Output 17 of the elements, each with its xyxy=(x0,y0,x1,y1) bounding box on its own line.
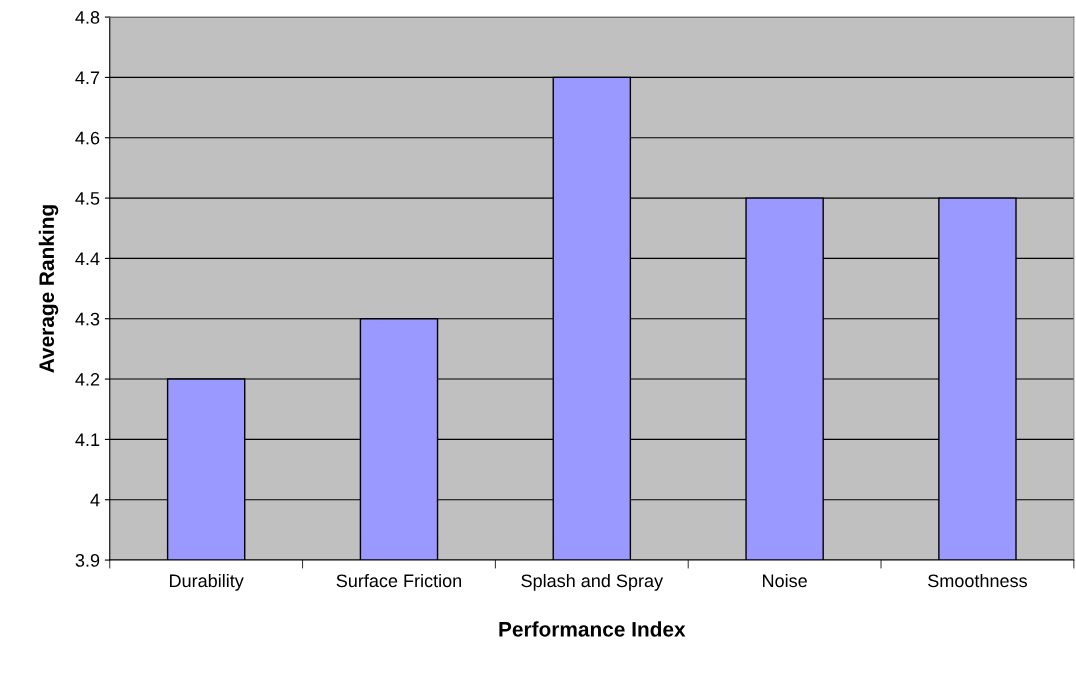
y-tick-label: 4.3 xyxy=(75,312,100,326)
y-tick-label: 4.7 xyxy=(75,71,100,84)
x-tick-label: Surface Friction xyxy=(336,573,462,588)
y-tick-label: 4.2 xyxy=(75,373,100,386)
y-tick-label: 4.4 xyxy=(75,252,100,265)
y-tick-label: 4 xyxy=(90,493,100,507)
x-tick-label: Splash and Spray xyxy=(521,573,664,591)
x-tick-label: Durability xyxy=(170,573,244,591)
y-tick-label: 4.6 xyxy=(75,131,100,145)
y-tick-label: 3.9 xyxy=(75,553,100,567)
y-tick-label: 4.8 xyxy=(75,11,100,24)
y-tick-label: 4.1 xyxy=(75,433,100,446)
x-tick-label: Smoothness xyxy=(928,573,1027,588)
x-axis-title: Performance Index xyxy=(499,621,686,637)
y-tick-label: 4.5 xyxy=(75,192,100,205)
y-axis-title: Average Ranking xyxy=(38,205,59,373)
x-tick-label: Noise xyxy=(763,573,807,588)
